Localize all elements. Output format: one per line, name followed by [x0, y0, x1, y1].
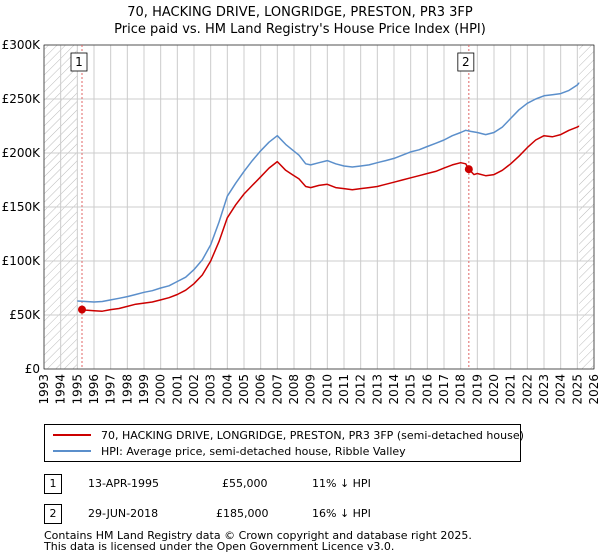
y-tick-label: £200K	[2, 146, 42, 160]
footer: Contains HM Land Registry data © Crown c…	[44, 530, 472, 552]
x-tick-label: 1998	[120, 374, 134, 405]
x-tick-label: 2022	[520, 374, 534, 405]
x-tick-label: 2008	[287, 374, 301, 405]
y-tick-label: £100K	[2, 254, 42, 268]
y-tick-label: £0	[25, 362, 40, 376]
y-tick-label: £150K	[2, 200, 42, 214]
x-tick-label: 2004	[220, 374, 234, 405]
x-tick-label: 2018	[454, 374, 468, 405]
x-tick-label: 1994	[54, 374, 68, 405]
chart-title: 70, HACKING DRIVE, LONGRIDGE, PRESTON, P…	[0, 4, 600, 38]
price-paid-line	[81, 125, 580, 312]
sale-label-text: 1	[75, 55, 83, 69]
x-tick-label: 2010	[320, 374, 334, 405]
x-tick-label: 2013	[370, 374, 384, 405]
sale-label-box	[70, 52, 88, 72]
x-tick-label: 2007	[270, 374, 284, 405]
plot-border	[43, 44, 595, 370]
x-tick-label: 1999	[137, 374, 151, 405]
chart-title-line1: 70, HACKING DRIVE, LONGRIDGE, PRESTON, P…	[127, 5, 473, 20]
x-tick-label: 2021	[504, 374, 518, 405]
footer-line2: This data is licensed under the Open Gov…	[44, 540, 395, 553]
x-tick-label: 2002	[187, 374, 201, 405]
sale-label-box	[457, 52, 475, 72]
sale-label: 1	[70, 52, 88, 72]
y-tick-label: £50K	[9, 308, 41, 322]
x-tick-label: 2019	[470, 374, 484, 405]
x-tick-label: 1997	[104, 374, 118, 405]
sale-label-text: 2	[462, 55, 470, 69]
x-tick-label: 2014	[387, 374, 401, 405]
x-tick-label: 2006	[254, 374, 268, 405]
sale-label: 2	[457, 52, 475, 72]
x-tick-label: 2015	[404, 374, 418, 405]
transaction-price: £185,000	[216, 507, 269, 520]
x-tick-label: 2009	[304, 374, 318, 405]
sale-point	[78, 305, 86, 314]
y-tick-label: £300K	[2, 38, 42, 52]
x-tick-label: 2011	[337, 374, 351, 405]
chart-title-line2: Price paid vs. HM Land Registry's House …	[114, 22, 486, 37]
x-tick-label: 2017	[437, 374, 451, 405]
transaction-date: 29-JUN-2018	[88, 507, 159, 520]
x-tick-label: 2012	[354, 374, 368, 405]
legend-swatch-price	[53, 434, 91, 436]
x-tick-label: 1995	[70, 374, 84, 405]
y-tick-label: £250K	[2, 92, 42, 106]
x-tick-label: 2024	[554, 374, 568, 405]
x-tick-label: 1993	[37, 374, 51, 405]
legend-item-hpi: HPI: Average price, semi-detached house,…	[53, 443, 406, 459]
transaction-price: £55,000	[222, 477, 268, 490]
x-tick-label: 2023	[537, 374, 551, 405]
x-tick-label: 2025	[570, 374, 584, 405]
transaction-hpi: 16% ↓ HPI	[312, 507, 371, 520]
transaction-date: 13-APR-1995	[88, 477, 160, 490]
sale-point	[464, 165, 473, 174]
transaction-number: 2	[44, 504, 62, 524]
legend: 70, HACKING DRIVE, LONGRIDGE, PRESTON, P…	[44, 424, 524, 462]
transaction-number: 1	[44, 474, 62, 494]
x-tick-label: 2026	[587, 374, 600, 405]
legend-label-price: 70, HACKING DRIVE, LONGRIDGE, PRESTON, P…	[101, 428, 524, 442]
legend-label-hpi: HPI: Average price, semi-detached house,…	[101, 444, 406, 458]
hpi-line	[77, 82, 580, 303]
x-tick-label: 2001	[170, 374, 184, 405]
x-tick-label: 2003	[204, 374, 218, 405]
x-tick-label: 2000	[154, 374, 168, 405]
x-tick-label: 2016	[420, 374, 434, 405]
x-tick-label: 1996	[87, 374, 101, 405]
transaction-hpi: 11% ↓ HPI	[312, 477, 371, 490]
legend-swatch-hpi	[53, 450, 91, 452]
x-tick-label: 2020	[487, 374, 501, 405]
footer-line1: Contains HM Land Registry data © Crown c…	[44, 529, 472, 542]
x-tick-label: 2005	[237, 374, 251, 405]
legend-item-price: 70, HACKING DRIVE, LONGRIDGE, PRESTON, P…	[53, 427, 524, 443]
